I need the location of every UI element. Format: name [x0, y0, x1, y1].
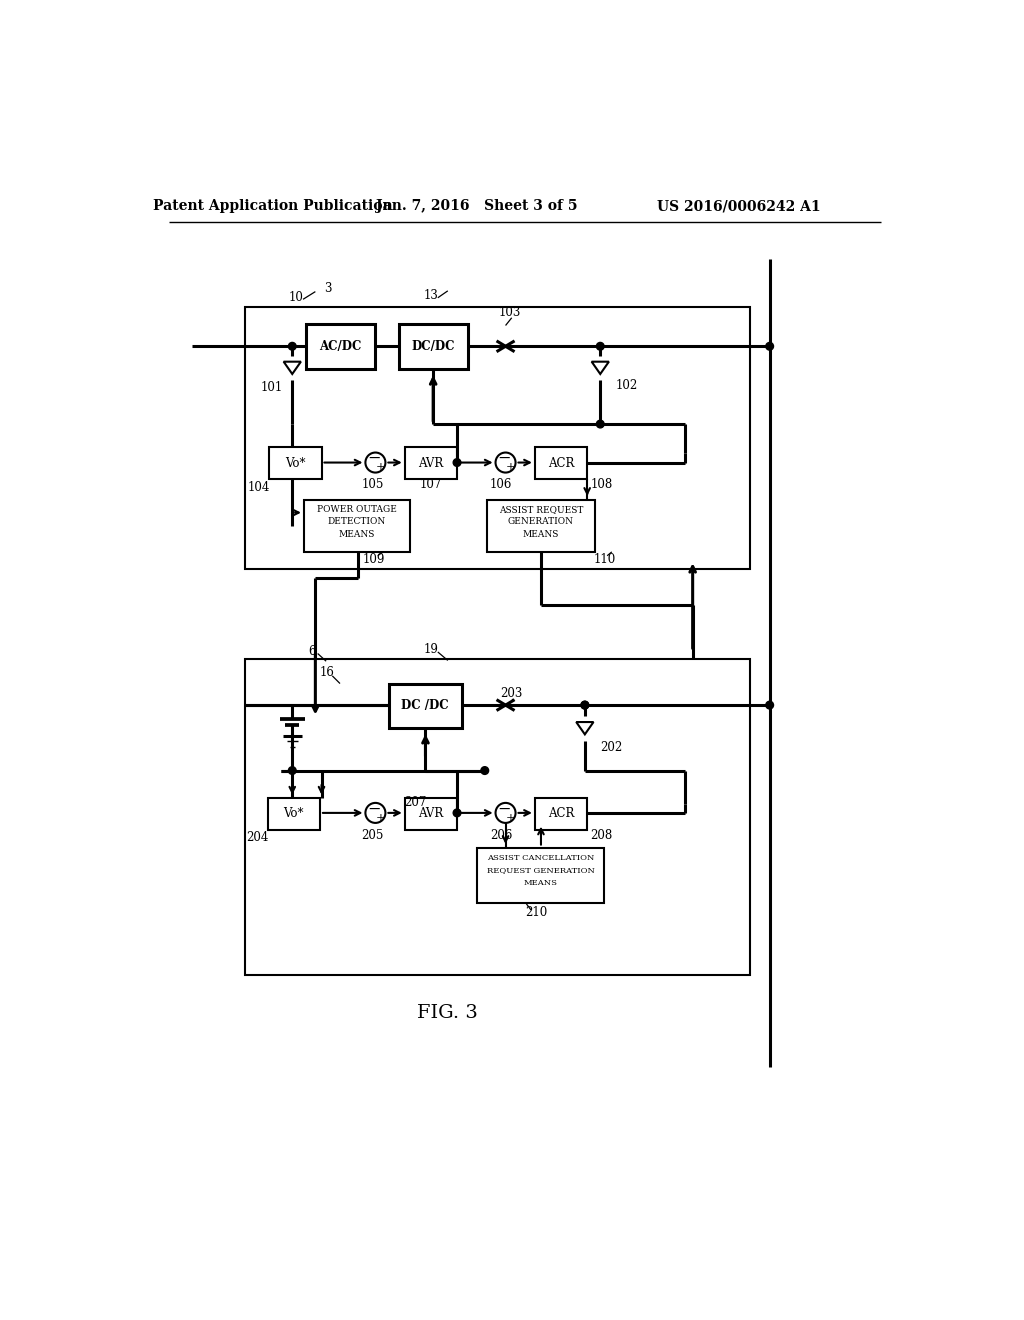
- Text: 3: 3: [324, 282, 332, 296]
- Text: DETECTION: DETECTION: [328, 517, 386, 527]
- Text: 109: 109: [362, 553, 385, 566]
- Text: 108: 108: [591, 478, 613, 491]
- Text: Patent Application Publication: Patent Application Publication: [154, 199, 393, 213]
- Text: 106: 106: [489, 478, 512, 491]
- Text: 103: 103: [499, 306, 520, 319]
- Text: AVR: AVR: [418, 807, 443, 820]
- Circle shape: [581, 701, 589, 709]
- Text: US 2016/0006242 A1: US 2016/0006242 A1: [657, 199, 820, 213]
- Text: Vo*: Vo*: [284, 807, 304, 820]
- Text: +: +: [506, 812, 516, 825]
- Circle shape: [289, 342, 296, 350]
- Text: GENERATION: GENERATION: [508, 517, 574, 527]
- Text: 6: 6: [308, 644, 315, 657]
- Text: −: −: [368, 800, 381, 817]
- Text: −: −: [368, 450, 381, 467]
- Text: 107: 107: [420, 478, 442, 491]
- Text: −: −: [498, 450, 511, 467]
- Circle shape: [766, 342, 773, 350]
- Text: MEANS: MEANS: [523, 879, 558, 887]
- Text: −: −: [498, 800, 511, 817]
- Bar: [398, 323, 468, 368]
- Bar: [304, 499, 410, 552]
- Text: MEANS: MEANS: [339, 529, 375, 539]
- Circle shape: [481, 767, 488, 775]
- Polygon shape: [592, 362, 609, 374]
- Text: Jan. 7, 2016   Sheet 3 of 5: Jan. 7, 2016 Sheet 3 of 5: [376, 199, 578, 213]
- Text: 206: 206: [489, 829, 512, 842]
- Text: 105: 105: [361, 478, 384, 491]
- Text: DC /DC: DC /DC: [401, 700, 449, 713]
- Circle shape: [454, 458, 461, 466]
- Text: 203: 203: [501, 686, 523, 700]
- Polygon shape: [577, 722, 594, 734]
- Text: DC/DC: DC/DC: [412, 339, 455, 352]
- Bar: [535, 447, 587, 479]
- Circle shape: [289, 767, 296, 775]
- Text: AVR: AVR: [418, 457, 443, 470]
- Circle shape: [366, 453, 385, 473]
- Text: 104: 104: [248, 482, 270, 495]
- Text: 102: 102: [615, 379, 638, 392]
- Bar: [404, 797, 457, 830]
- Text: MEANS: MEANS: [523, 529, 559, 539]
- Text: ACR: ACR: [548, 807, 574, 820]
- Text: ASSIST REQUEST: ASSIST REQUEST: [499, 506, 583, 513]
- Text: 208: 208: [591, 829, 613, 842]
- Text: 13: 13: [423, 289, 438, 302]
- Bar: [267, 797, 319, 830]
- Bar: [245, 659, 751, 974]
- Bar: [245, 308, 751, 569]
- Circle shape: [581, 701, 589, 709]
- Circle shape: [496, 453, 515, 473]
- Bar: [535, 797, 587, 830]
- Bar: [388, 684, 462, 729]
- Text: +: +: [376, 462, 386, 474]
- Text: AC/DC: AC/DC: [319, 339, 361, 352]
- Bar: [487, 499, 595, 552]
- Text: REQUEST GENERATION: REQUEST GENERATION: [486, 867, 595, 875]
- Text: ASSIST CANCELLATION: ASSIST CANCELLATION: [486, 854, 594, 862]
- Circle shape: [366, 803, 385, 822]
- Polygon shape: [284, 362, 301, 374]
- Text: 19: 19: [423, 643, 438, 656]
- Circle shape: [596, 420, 604, 428]
- Circle shape: [596, 342, 604, 350]
- Bar: [477, 847, 604, 903]
- Bar: [404, 447, 457, 479]
- Text: 205: 205: [361, 829, 384, 842]
- Circle shape: [766, 701, 773, 709]
- Circle shape: [454, 809, 461, 817]
- Bar: [306, 323, 376, 368]
- Text: +: +: [376, 812, 386, 825]
- Text: 204: 204: [247, 832, 268, 843]
- Text: 202: 202: [601, 741, 623, 754]
- Text: Vo*: Vo*: [285, 457, 305, 470]
- Text: ACR: ACR: [548, 457, 574, 470]
- Text: +: +: [506, 462, 516, 474]
- Text: 110: 110: [594, 553, 616, 566]
- Text: FIG. 3: FIG. 3: [418, 1005, 478, 1022]
- Text: 10: 10: [289, 290, 303, 304]
- Text: 101: 101: [260, 380, 283, 393]
- Text: 16: 16: [319, 667, 335, 680]
- Text: 210: 210: [525, 907, 548, 920]
- Text: 207: 207: [404, 796, 427, 809]
- Circle shape: [496, 803, 515, 822]
- Bar: [269, 447, 322, 479]
- Text: POWER OUTAGE: POWER OUTAGE: [317, 506, 397, 513]
